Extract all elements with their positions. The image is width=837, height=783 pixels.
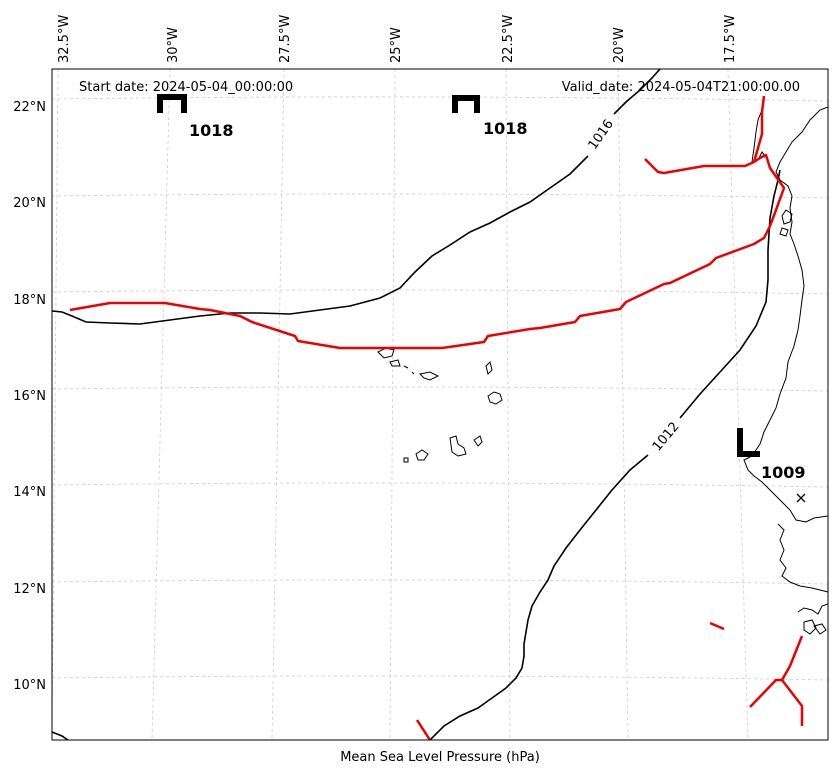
low-center-value: 1009	[761, 463, 806, 482]
lon-tick-label: 30°W	[166, 27, 181, 63]
lon-tick-label: 17.5°W	[723, 15, 738, 63]
west-africa-coastline	[743, 106, 828, 523]
isobar-1016	[613, 69, 661, 115]
west-africa-coastline	[779, 227, 789, 237]
lon-tick-label: 32.5°W	[57, 15, 72, 63]
isobar-1012	[429, 454, 649, 740]
map-frame	[51, 68, 829, 741]
meridian-line	[505, 69, 511, 740]
parallel-line	[52, 386, 828, 392]
low-center-marker-icon	[796, 493, 806, 503]
isobar-1016	[52, 155, 589, 325]
low-symbol-icon	[737, 428, 760, 457]
low-center: 1009	[737, 428, 806, 503]
isobar-1008	[52, 731, 69, 740]
front-line	[780, 635, 804, 681]
island-outline	[403, 457, 409, 463]
lat-tick-labels: 22°N 20°N 18°N 16°N 14°N 12°N 10°N	[13, 100, 46, 693]
island-outline	[403, 365, 409, 369]
plot-area	[52, 69, 828, 740]
high-center-value: 1018	[483, 119, 528, 138]
island-outline	[415, 449, 429, 461]
lon-tick-label: 22.5°W	[501, 15, 516, 63]
isobars	[52, 69, 781, 740]
west-africa-coastline	[813, 623, 827, 635]
map-xlabel: Mean Sea Level Pressure (hPa)	[340, 750, 540, 765]
high-center-value: 1018	[189, 121, 234, 140]
front-line	[752, 95, 766, 163]
front-line	[709, 621, 725, 631]
west-africa-coastline	[777, 523, 828, 593]
high-center-1: 1018	[157, 94, 234, 140]
parallel-line	[52, 482, 828, 488]
lon-tick-label: 20°W	[612, 27, 627, 63]
island-outline	[449, 435, 467, 457]
lat-tick-label: 20°N	[13, 196, 46, 211]
front-line	[415, 719, 432, 740]
lat-tick-label: 22°N	[13, 100, 46, 115]
lon-tick-label: 27.5°W	[278, 15, 293, 63]
meridian-line	[617, 69, 629, 740]
island-outline	[473, 435, 483, 447]
front-line	[69, 153, 786, 350]
meridian-line	[727, 69, 749, 740]
high-symbol-icon	[157, 94, 187, 113]
lat-tick-label: 10°N	[13, 678, 46, 693]
valid-date-label: Valid_date: 2024-05-04T21:00:00.00	[562, 80, 800, 95]
island-outline	[487, 391, 503, 405]
high-symbol-icon	[452, 95, 480, 113]
west-africa-coastline	[781, 209, 793, 225]
lon-tick-label: 25°W	[389, 27, 404, 63]
isobar-1012	[679, 169, 781, 419]
lon-tick-labels: 32.5°W 30°W 27.5°W 25°W 22.5°W 20°W 17.5…	[57, 15, 738, 63]
lat-tick-label: 18°N	[13, 293, 46, 308]
parallel-line	[52, 579, 828, 585]
parallel-line	[52, 193, 828, 199]
west-africa-coastline	[803, 619, 817, 635]
meridian-line	[271, 69, 285, 740]
parallel-line	[52, 289, 828, 295]
lat-tick-label: 16°N	[13, 389, 46, 404]
start-date-label: Start date: 2024-05-04_00:00:00	[79, 80, 293, 95]
parallel-line	[52, 675, 828, 681]
coastlines	[377, 106, 828, 635]
high-center-2: 1018	[452, 95, 528, 138]
meridian-line	[151, 69, 171, 740]
west-africa-coastline	[797, 603, 828, 615]
island-outline	[485, 361, 493, 375]
island-outline	[411, 371, 415, 375]
lat-tick-label: 12°N	[13, 582, 46, 597]
fronts	[69, 95, 804, 740]
island-outline	[389, 359, 401, 367]
island-outline	[418, 371, 440, 381]
meridian-line	[389, 69, 396, 740]
meridian-line	[52, 69, 59, 740]
lat-tick-label: 14°N	[13, 485, 46, 500]
